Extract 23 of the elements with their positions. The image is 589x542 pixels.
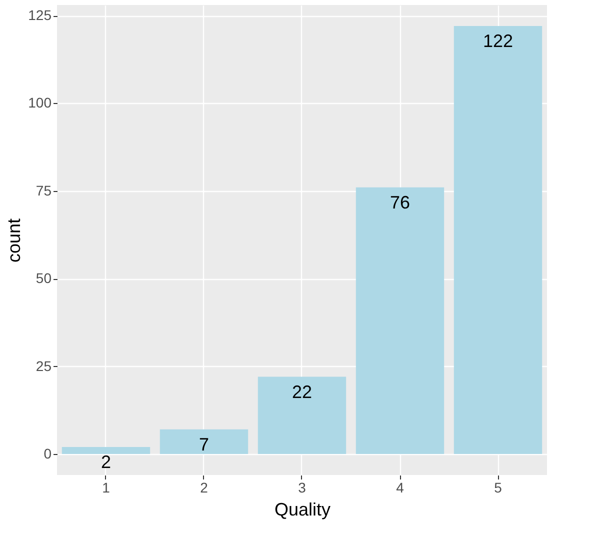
x-tick-label: 3 bbox=[298, 480, 306, 496]
y-tick-label: 100 bbox=[28, 94, 52, 111]
data-label: 2 bbox=[100, 452, 112, 472]
x-tick-label: 2 bbox=[200, 480, 208, 496]
bar bbox=[454, 26, 542, 454]
x-tick-label: 4 bbox=[396, 480, 404, 496]
y-tick-label: 75 bbox=[36, 182, 52, 198]
bar bbox=[356, 187, 444, 454]
x-axis-title: Quality bbox=[274, 500, 331, 520]
bar bbox=[160, 429, 248, 454]
y-tick-label: 25 bbox=[36, 358, 52, 374]
bar bbox=[62, 446, 150, 454]
bar bbox=[258, 376, 346, 454]
x-tick-label: 5 bbox=[494, 480, 502, 496]
y-tick-label: 0 bbox=[44, 445, 52, 462]
data-label: 7 bbox=[198, 434, 210, 454]
y-tick-label: 125 bbox=[28, 7, 52, 24]
x-tick-label: 1 bbox=[102, 480, 110, 496]
y-tick-label: 50 bbox=[36, 270, 52, 286]
data-label: 122 bbox=[482, 31, 514, 52]
data-label: 22 bbox=[292, 382, 312, 402]
data-label: 76 bbox=[390, 192, 410, 212]
y-axis-title: count bbox=[4, 218, 24, 263]
